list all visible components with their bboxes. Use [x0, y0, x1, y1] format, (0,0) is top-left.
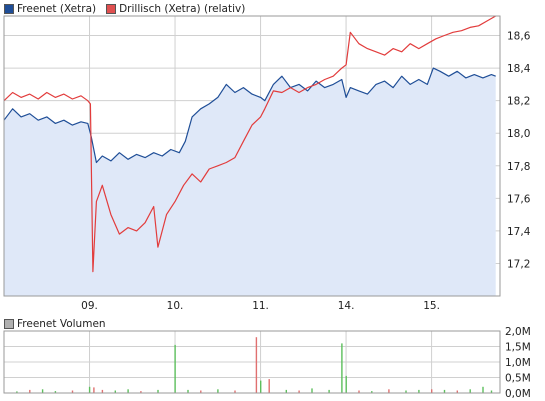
price-legend: Freenet (Xetra) Drillisch (Xetra) (relat… — [4, 2, 255, 16]
volume-bar — [200, 390, 202, 393]
volume-bar — [101, 389, 104, 393]
legend-item-volume[interactable]: Freenet Volumen — [4, 318, 106, 330]
volume-bar — [260, 380, 262, 393]
freenet-series-line — [3, 67, 496, 164]
volume-bar — [234, 390, 236, 393]
volume-bar — [285, 389, 287, 393]
volume-bar — [140, 391, 142, 393]
price-y-tick-label: 18,2 — [507, 96, 530, 108]
volume-bar — [54, 391, 57, 393]
volume-bar — [418, 389, 420, 393]
price-y-tick-label: 17,2 — [507, 258, 530, 270]
volume-bar — [405, 390, 407, 393]
price-x-tick-label: 10. — [167, 300, 184, 312]
volume-y-tick-label: 2,0M — [505, 326, 531, 338]
volume-y-tick-label: 1,0M — [505, 357, 531, 369]
volume-bar — [345, 375, 347, 393]
volume-bar — [490, 390, 493, 393]
volume-y-tick-label: 1,5M — [505, 342, 531, 354]
volume-bar — [358, 390, 360, 393]
volume-y-tick-label: 0,5M — [505, 373, 531, 385]
volume-bar — [217, 389, 219, 393]
volume-bar — [255, 337, 258, 393]
volume-bar — [187, 389, 189, 393]
price-y-tick-label: 17,8 — [507, 161, 530, 173]
price-y-tick-label: 18,4 — [507, 63, 531, 75]
volume-bar — [71, 390, 74, 393]
volume-bar — [482, 386, 484, 393]
volume-bar — [456, 390, 458, 393]
legend-item-freenet[interactable]: Freenet (Xetra) — [4, 3, 96, 15]
legend-label-freenet: Freenet (Xetra) — [17, 3, 97, 15]
legend-swatch-drillisch — [106, 4, 117, 14]
price-y-tick-label: 18,6 — [507, 31, 531, 43]
volume-bar — [268, 379, 270, 393]
legend-label-volume: Freenet Volumen — [17, 318, 106, 330]
volume-bar — [388, 389, 390, 393]
volume-bar — [443, 389, 446, 393]
volume-bar — [174, 344, 176, 393]
volume-bar — [93, 387, 95, 393]
volume-bar — [127, 389, 129, 393]
volume-bar — [41, 389, 44, 393]
volume-bar — [341, 343, 343, 393]
legend-swatch-volume — [4, 319, 14, 329]
price-y-tick-label: 17,4 — [507, 226, 531, 238]
volume-bar — [114, 390, 116, 393]
legend-item-drillisch[interactable]: Drillisch (Xetra) (relativ) — [106, 3, 245, 15]
volume-plot-frame — [3, 330, 501, 394]
drillisch-series-line — [3, 15, 496, 273]
legend-label-drillisch: Drillisch (Xetra) (relativ) — [119, 3, 246, 15]
volume-bar — [16, 391, 18, 393]
price-y-tick-label: 18,0 — [507, 128, 530, 140]
legend-swatch-freenet — [4, 4, 14, 14]
volume-bar — [29, 389, 31, 393]
volume-bar — [298, 390, 300, 393]
volume-bar — [328, 389, 330, 393]
volume-bar — [157, 389, 159, 393]
price-x-tick-label: 14. — [338, 300, 355, 312]
price-plot-frame — [3, 15, 501, 297]
volume-bar — [311, 388, 313, 393]
volume-legend: Freenet Volumen — [4, 317, 116, 331]
price-x-tick-label: 09. — [81, 300, 98, 312]
freenet-area-fill — [4, 68, 496, 296]
volume-bar — [469, 389, 471, 393]
price-x-tick-label: 15. — [423, 300, 440, 312]
volume-y-tick-label: 0,0M — [505, 388, 531, 400]
price-x-tick-label: 11. — [252, 300, 269, 312]
volume-bar — [371, 391, 373, 393]
volume-bar — [431, 389, 433, 393]
price-y-tick-label: 17,6 — [507, 193, 531, 205]
volume-bar — [88, 386, 91, 393]
